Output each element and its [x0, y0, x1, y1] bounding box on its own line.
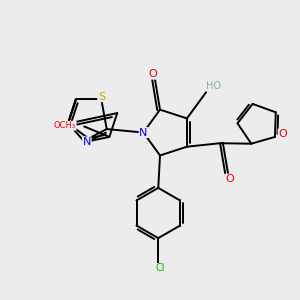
Text: O: O [278, 129, 287, 139]
Text: OCH₃: OCH₃ [54, 121, 76, 130]
Text: N: N [83, 137, 91, 147]
Text: HO: HO [206, 81, 221, 91]
Text: O: O [225, 174, 234, 184]
Text: S: S [98, 92, 105, 102]
Text: N: N [139, 128, 148, 138]
Text: O: O [149, 69, 158, 79]
Text: O: O [61, 122, 70, 131]
Text: Cl: Cl [155, 263, 165, 274]
